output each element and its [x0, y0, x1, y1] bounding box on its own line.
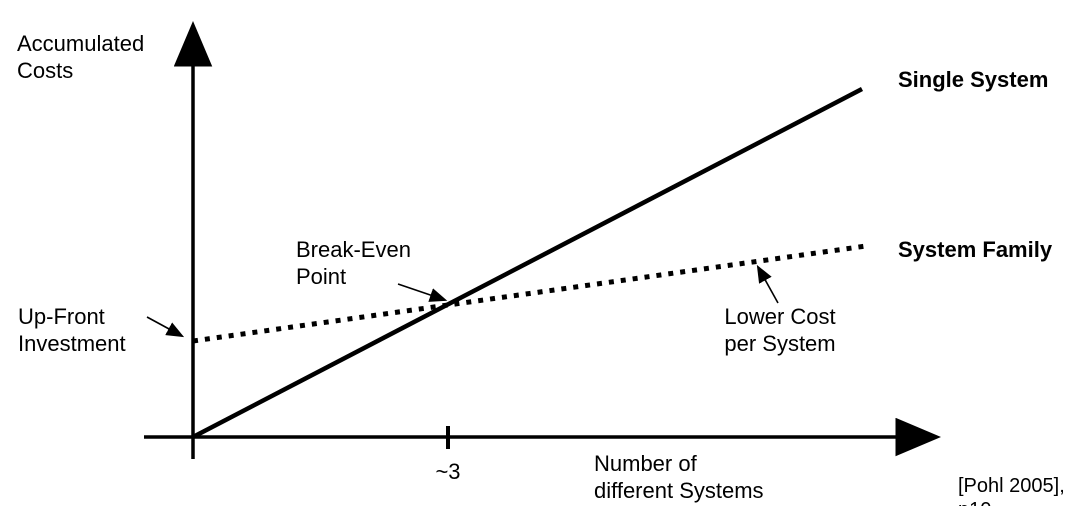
- break-even-arrow-icon: [397, 283, 448, 302]
- system-family-line: [192, 243, 867, 344]
- single-system-line: [191, 87, 864, 439]
- single-system-label: Single System: [898, 67, 1049, 92]
- x-axis-title: Number of different Systems: [594, 451, 764, 503]
- break-even-point-label: Break-Even Point: [296, 237, 411, 289]
- up-front-arrow-icon: [146, 316, 185, 338]
- citation: [Pohl 2005], p10: [958, 475, 1065, 506]
- x-tick-label: ~3: [435, 459, 461, 484]
- y-axis-title: Accumulated Costs: [17, 31, 145, 83]
- system-family-label: System Family: [898, 237, 1053, 262]
- up-front-investment-label: Up-Front Investment: [18, 304, 126, 356]
- lower-cost-per-system-label: Lower Cost per System: [724, 304, 836, 356]
- lower-cost-arrow-icon: [756, 264, 779, 304]
